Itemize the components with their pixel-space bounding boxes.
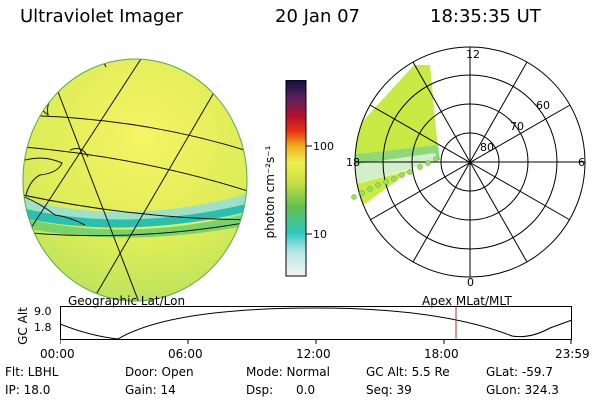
earth-disk-image	[22, 58, 248, 302]
colorbar-tick-10: 10	[313, 228, 327, 241]
header-time: 18:35:35 UT	[430, 6, 541, 27]
imager-title: Ultraviolet Imager	[20, 6, 183, 27]
time-tick-2359: 23:59	[555, 347, 590, 361]
info-mode: Mode: Normal	[246, 365, 330, 379]
polar-mlt-plot	[351, 46, 586, 278]
apex-label: Apex MLat/MLT	[422, 294, 512, 308]
geographic-label: Geographic Lat/Lon	[68, 294, 186, 308]
info-glon: GLon: 324.3	[486, 383, 559, 397]
info-glat: GLat: -59.7	[486, 365, 553, 379]
info-gc-alt: GC Alt: 5.5 Re	[366, 365, 450, 379]
colorbar	[285, 80, 312, 277]
header-date: 20 Jan 07	[275, 6, 360, 27]
mlt-label-12: 12	[466, 48, 480, 61]
colorbar-tick-100: 100	[313, 140, 334, 153]
info-gain: Gain: 14	[125, 383, 176, 397]
info-seq: Seq: 39	[366, 383, 412, 397]
time-tick-1200: 12:00	[296, 347, 331, 361]
mlt-label-0: 0	[467, 276, 474, 289]
altitude-plot	[60, 306, 573, 344]
colorbar-unit-label: photon cm⁻²s⁻¹	[263, 145, 277, 239]
altplot-ytick-9: 9.0	[34, 305, 52, 318]
mlt-label-6: 6	[578, 156, 585, 169]
mlt-label-18: 18	[346, 156, 360, 169]
altplot-ytick-1: 1.8	[34, 321, 52, 334]
lat-label-60: 60	[536, 99, 550, 112]
info-door: Door: Open	[125, 365, 194, 379]
time-tick-0600: 06:00	[168, 347, 203, 361]
info-ip: IP: 18.0	[5, 383, 51, 397]
lat-label-80: 80	[480, 141, 494, 154]
altplot-y-title: GC Alt	[16, 307, 30, 345]
lat-label-70: 70	[510, 120, 524, 133]
time-tick-1800: 18:00	[424, 347, 459, 361]
time-tick-0000: 00:00	[40, 347, 75, 361]
info-dsp: Dsp: 0.0	[246, 383, 316, 397]
info-flt: Flt: LBHL	[5, 365, 59, 379]
